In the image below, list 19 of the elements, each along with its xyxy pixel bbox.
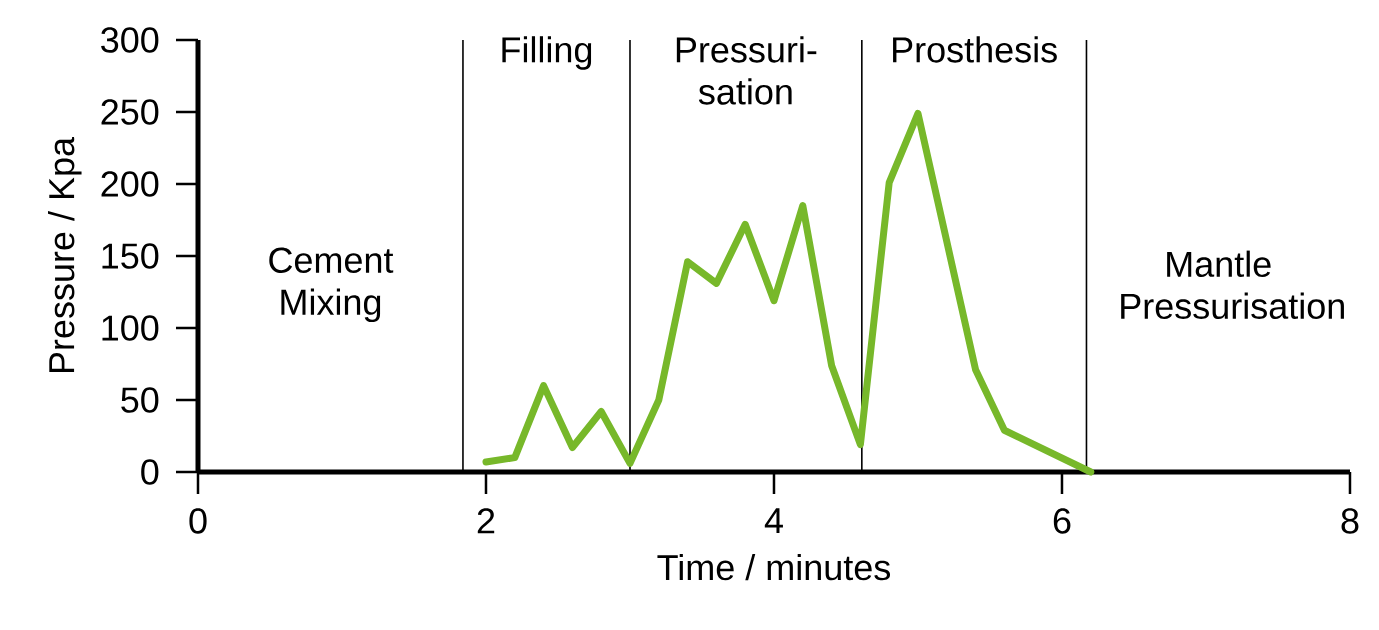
y-tick-label: 0 xyxy=(141,459,159,485)
y-axis-title: Pressure / Kpa xyxy=(47,137,82,373)
x-tick-label: 2 xyxy=(477,508,495,534)
annotation: Filling xyxy=(502,36,592,70)
y-tick-label: 50 xyxy=(121,387,159,413)
annotation: Pressuri- sation xyxy=(676,36,817,105)
x-axis-title: Time / minutes xyxy=(657,553,891,581)
annotation: Mantle Pressurisation xyxy=(1121,250,1344,320)
y-tick-label: 200 xyxy=(101,171,159,197)
y-tick-label: 150 xyxy=(102,243,159,269)
y-tick-label: 100 xyxy=(102,315,159,341)
annotation: Cement Mixing xyxy=(269,247,394,323)
x-tick-label: 6 xyxy=(1053,508,1071,534)
x-tick-label: 4 xyxy=(764,508,783,533)
x-tick-label: 0 xyxy=(189,508,207,534)
annotation: Prosthesis xyxy=(893,36,1057,63)
y-tick-label: 300 xyxy=(101,27,159,53)
y-tick-label: 250 xyxy=(101,99,159,125)
x-tick-label: 8 xyxy=(1341,508,1359,534)
